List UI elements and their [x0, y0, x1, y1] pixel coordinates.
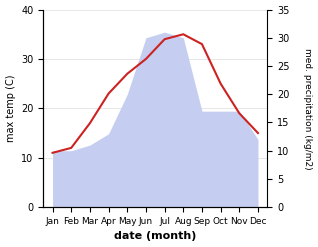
Y-axis label: max temp (C): max temp (C) [5, 75, 16, 142]
Y-axis label: med. precipitation (kg/m2): med. precipitation (kg/m2) [303, 48, 313, 169]
X-axis label: date (month): date (month) [114, 231, 197, 242]
